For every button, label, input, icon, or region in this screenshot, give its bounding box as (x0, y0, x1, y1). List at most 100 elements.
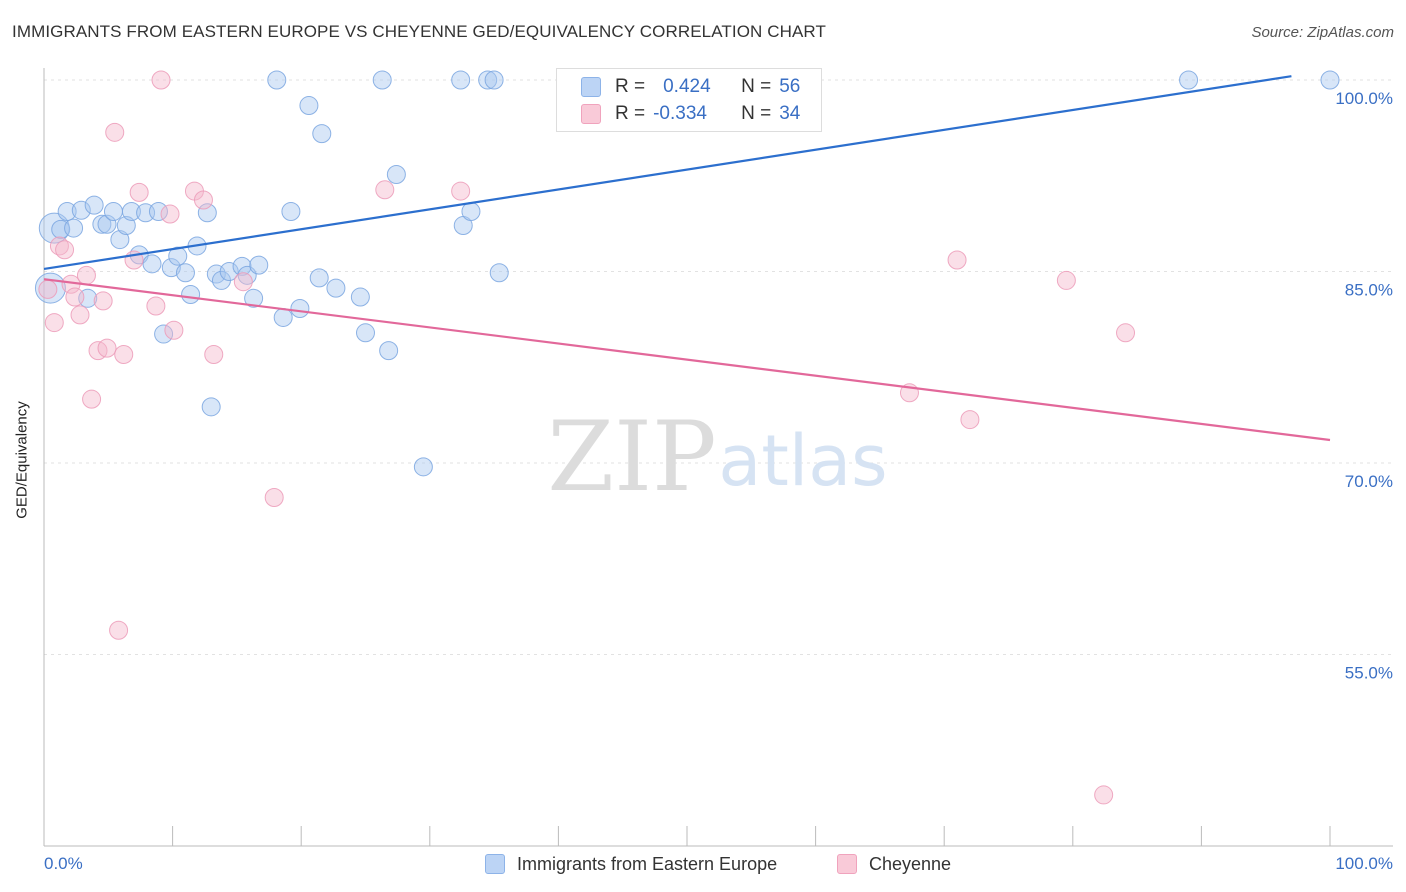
point-eastern-europe (175, 263, 195, 283)
point-eastern-europe (326, 278, 346, 298)
point-eastern-europe (372, 70, 392, 90)
point-eastern-europe (249, 255, 269, 275)
point-eastern-europe (116, 216, 136, 236)
point-cheyenne (233, 272, 253, 292)
point-cheyenne (947, 250, 967, 270)
point-eastern-europe (181, 284, 201, 304)
tick-labels: 100.0% 85.0% 70.0% 55.0% 0.0% 100.0% (44, 89, 1393, 873)
point-eastern-europe (299, 96, 319, 116)
correlation-legend: R = 0.424 N = 56 R = -0.334 N = 34 (556, 68, 822, 132)
point-cheyenne (151, 70, 171, 90)
gridlines (44, 79, 1393, 655)
x-tick-label: 100.0% (1335, 854, 1393, 873)
chart-title: IMMIGRANTS FROM EASTERN EUROPE VS CHEYEN… (12, 22, 826, 41)
legend-r-value: 0.424 (663, 76, 711, 97)
point-eastern-europe (484, 70, 504, 90)
watermark-zip: ZIP (547, 401, 716, 513)
legend-r-label: R = (615, 76, 646, 97)
point-eastern-europe (103, 201, 123, 221)
point-eastern-europe (84, 195, 104, 215)
point-eastern-europe (197, 203, 217, 223)
point-eastern-europe (121, 201, 141, 221)
point-eastern-europe (201, 397, 221, 417)
legend-n-value: 56 (779, 76, 801, 97)
point-cheyenne (1056, 270, 1076, 290)
point-eastern-europe (142, 254, 162, 274)
point-cheyenne (193, 190, 213, 210)
point-cheyenne (204, 344, 224, 364)
point-cheyenne (76, 265, 96, 285)
y-tick-label: 100.0% (1335, 89, 1393, 108)
trend-lines (43, 75, 1331, 442)
bottom-legend-label: Cheyenne (869, 853, 952, 874)
point-eastern-europe (161, 258, 181, 278)
point-cheyenne (264, 487, 284, 507)
point-eastern-europe (232, 256, 252, 276)
source-credit: Source: ZipAtlas.com (1251, 24, 1394, 41)
y-tick-label: 85.0% (1345, 281, 1393, 300)
point-cheyenne (49, 236, 69, 256)
axes (43, 68, 1393, 847)
point-eastern-europe (379, 341, 399, 361)
point-cheyenne (129, 182, 149, 202)
point-cheyenne (451, 181, 471, 201)
legend-r-label: R = (615, 103, 646, 124)
point-eastern-europe (97, 214, 117, 234)
point-eastern-europe (219, 262, 239, 281)
legend-n-label: N = (741, 76, 772, 97)
legend-swatch-blue (581, 77, 601, 97)
point-cheyenne (1116, 323, 1136, 343)
point-eastern-europe (290, 299, 310, 319)
point-cheyenne (93, 291, 113, 311)
point-cheyenne (65, 287, 85, 307)
point-eastern-europe (71, 200, 91, 220)
point-cheyenne (375, 180, 395, 200)
point-eastern-europe (110, 230, 130, 250)
trend-line-cheyenne (43, 278, 1331, 442)
y-tick-label: 55.0% (1345, 664, 1393, 683)
point-eastern-europe (281, 201, 301, 221)
watermark: ZIP atlas (547, 401, 887, 513)
point-cheyenne (146, 296, 166, 316)
point-cheyenne (164, 320, 184, 340)
point-cheyenne (38, 279, 58, 299)
point-eastern-europe (64, 218, 84, 238)
point-eastern-europe (309, 268, 329, 288)
point-cheyenne (97, 338, 117, 358)
point-cheyenne (1094, 785, 1114, 805)
legend-row-cheyenne: R = -0.334 N = 34 (581, 101, 800, 127)
point-cheyenne (55, 240, 75, 260)
point-eastern-europe (148, 201, 168, 221)
bottom-legend-cheyenne: Cheyenne (837, 852, 951, 876)
point-cheyenne (109, 620, 129, 640)
point-cheyenne (160, 204, 180, 224)
point-eastern-europe (356, 323, 375, 343)
point-cheyenne (70, 305, 90, 325)
trend-line-eastern-europe (43, 75, 1292, 271)
point-eastern-europe (57, 201, 77, 221)
bottom-legend-swatch-blue (485, 854, 505, 874)
legend-r-value: -0.334 (653, 103, 707, 124)
point-cheyenne (114, 344, 134, 364)
legend-row-eastern-europe: R = 0.424 N = 56 (581, 74, 800, 100)
point-eastern-europe (244, 288, 264, 308)
y-tick-label: 70.0% (1345, 472, 1393, 491)
point-eastern-europe (273, 307, 293, 327)
legend-swatch-pink (581, 104, 601, 124)
point-eastern-europe (461, 201, 481, 221)
point-eastern-europe (451, 70, 471, 90)
point-cheyenne (960, 410, 980, 430)
point-eastern-europe (413, 457, 433, 477)
legend-n-label: N = (741, 103, 772, 124)
point-eastern-europe (92, 214, 112, 234)
x-tick-label: 0.0% (44, 854, 83, 873)
point-cheyenne (82, 389, 102, 409)
point-eastern-europe (350, 287, 370, 307)
point-eastern-europe (1320, 70, 1340, 90)
point-eastern-europe (312, 124, 332, 144)
watermark-atlas: atlas (718, 420, 887, 502)
point-eastern-europe (478, 70, 498, 90)
bottom-legend-eastern-europe: Immigrants from Eastern Europe (485, 852, 777, 876)
bottom-legend-swatch-pink (837, 854, 857, 874)
